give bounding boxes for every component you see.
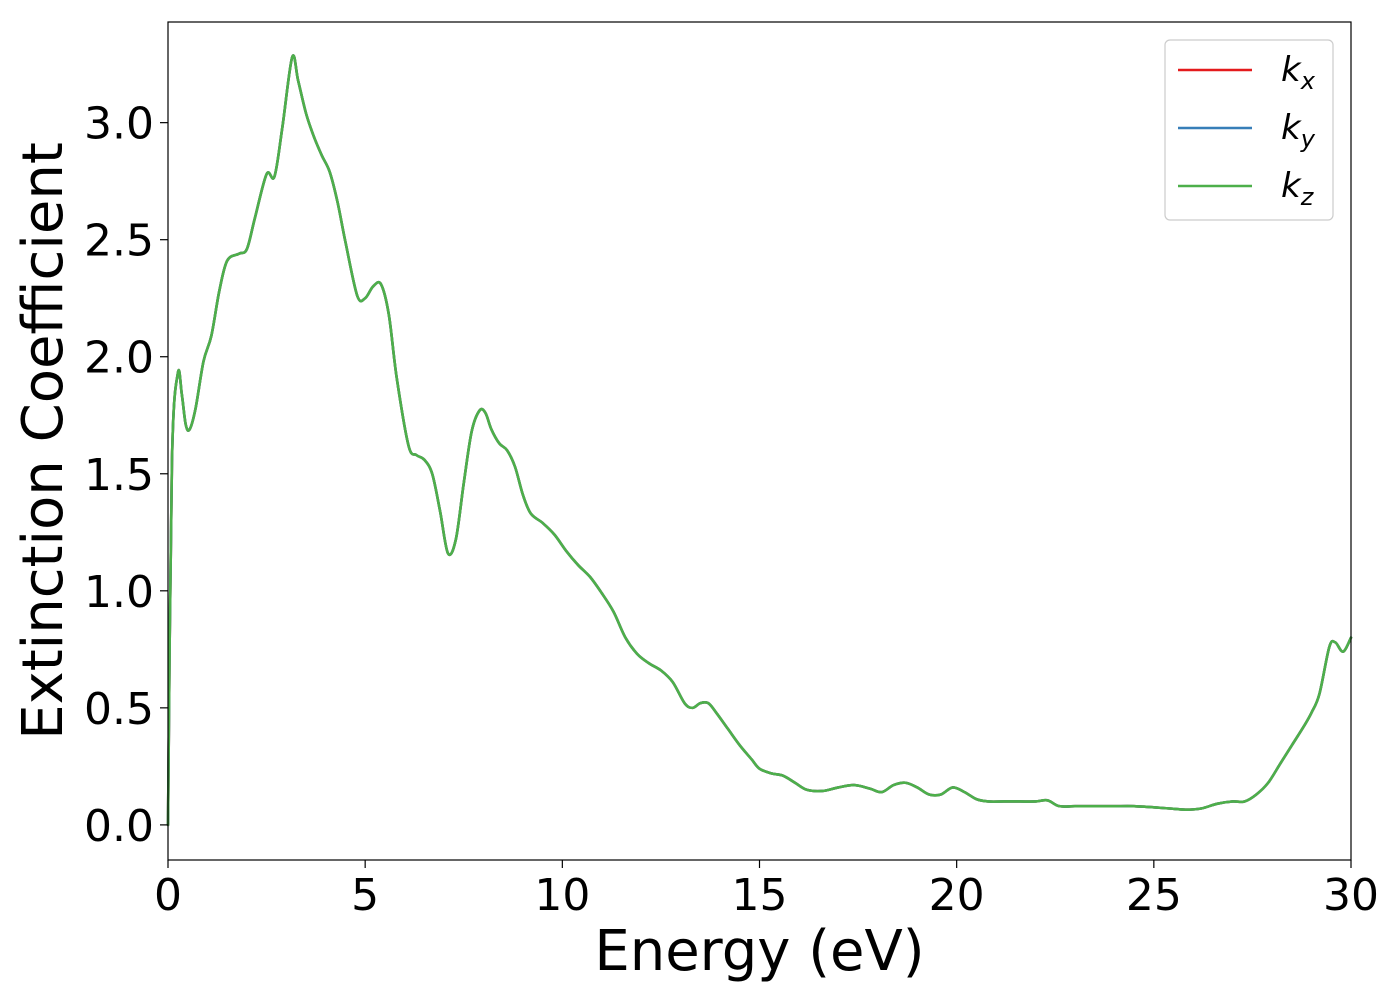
y-tick-label: 2.0 [84,333,154,384]
series-layer [166,54,1353,827]
x-axis-title: Energy (eV) [594,919,924,984]
y-tick-label: 1.5 [84,450,154,501]
legend-label-subscript: x [1300,67,1316,95]
x-tick-label: 10 [534,870,590,921]
x-tick-label: 0 [154,870,182,921]
x-axis: 0 5 10 15 20 25 30 [154,860,1379,921]
y-axis: 0.0 0.5 1.0 1.5 2.0 2.5 3.0 [84,99,168,852]
legend-label-kz: kz [1281,166,1315,211]
y-tick-label: 0.5 [84,684,154,735]
legend-label-subscript: y [1300,125,1316,153]
y-axis-title: Extinction Coefficient [11,142,76,740]
y-tick-label: 3.0 [84,99,154,150]
x-tick-label: 20 [929,870,985,921]
y-tick-label: 1.0 [84,567,154,618]
y-tick-label: 2.5 [84,216,154,267]
legend-label-base: k [1281,50,1302,90]
y-tick-label: 0.0 [84,801,154,852]
legend-label-kx: kx [1281,50,1316,95]
x-tick-label: 5 [351,870,379,921]
legend-box [1164,39,1334,221]
legend-label-base: k [1281,108,1302,148]
legend-label-subscript: z [1300,183,1315,211]
x-tick-label: 15 [732,870,788,921]
series-line-k-z [166,54,1353,827]
x-tick-label: 25 [1126,870,1182,921]
x-tick-label: 30 [1323,870,1379,921]
legend-label-ky: ky [1281,108,1316,153]
legend-label-base: k [1281,166,1302,206]
